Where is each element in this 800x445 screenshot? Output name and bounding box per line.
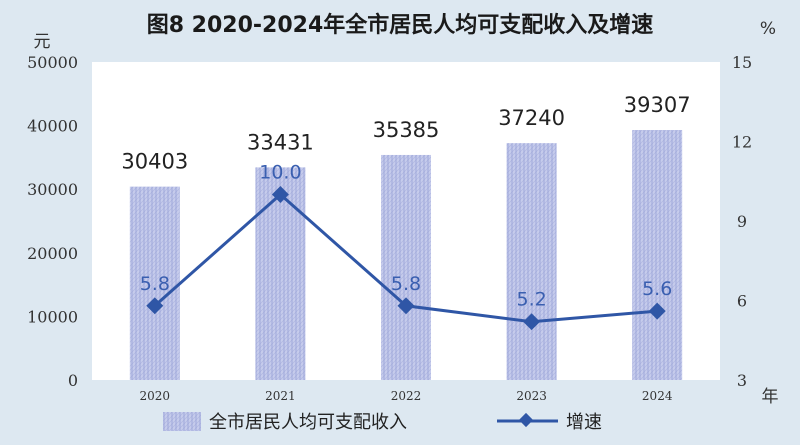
y-left-ticks: 0 10000 20000 30000 40000 50000 [27,53,78,390]
x-tick-label: 2024 [642,389,673,403]
bar-label: 35385 [373,118,440,142]
bar [506,143,557,380]
bar-label: 30403 [121,150,188,174]
bar [632,130,683,380]
line-point [271,186,289,203]
legend-bar-swatch [163,412,201,431]
y-left-unit: 元 [34,32,51,52]
legend-line-marker [518,412,534,428]
line-point [397,297,415,315]
line-point [523,313,541,331]
x-tick-label: 2022 [391,389,422,403]
y-right-unit: % [760,19,776,39]
y-left-tick-label: 0 [68,371,78,390]
line-label: 5.8 [391,273,421,295]
y-left-tick-label: 40000 [27,117,78,136]
y-right-tick-label: 15 [732,53,752,72]
y-right-ticks: 3 6 9 12 15 [732,53,752,390]
x-axis-unit: 年 [762,387,779,407]
legend-bar-label: 全市居民人均可支配收入 [209,412,407,433]
y-right-tick-label: 9 [737,212,747,231]
bar-label: 39307 [624,93,691,117]
legend: 全市居民人均可支配收入 增速 [163,412,602,433]
y-right-tick-label: 3 [737,371,747,390]
x-tick-label: 2021 [265,389,296,403]
y-left-tick-label: 50000 [27,53,78,72]
y-right-tick-label: 6 [737,292,747,311]
bar-label: 33431 [247,130,314,154]
bar [381,154,431,380]
bar-label: 37240 [498,106,565,130]
y-left-tick-label: 10000 [27,307,78,326]
line-series: 5.8 10.0 5.8 5.2 5.6 [140,162,672,331]
legend-line-label: 增速 [566,412,602,433]
line-point [648,302,666,320]
line-label: 5.8 [140,273,170,295]
y-right-tick-label: 12 [732,133,752,152]
y-left-tick-label: 20000 [27,244,78,263]
x-tick-label: 2023 [516,389,547,403]
line-point [146,297,164,315]
x-ticks: 2020 2021 2022 2023 2024 [140,389,673,403]
x-tick-label: 2020 [140,389,171,403]
bar [129,186,180,380]
line-label: 5.6 [642,278,672,300]
line-label: 5.2 [516,289,546,311]
line-label: 10.0 [259,162,301,184]
chart-title: 图8 2020-2024年全市居民人均可支配收入及增速 [147,12,654,38]
y-left-tick-label: 30000 [27,180,78,199]
